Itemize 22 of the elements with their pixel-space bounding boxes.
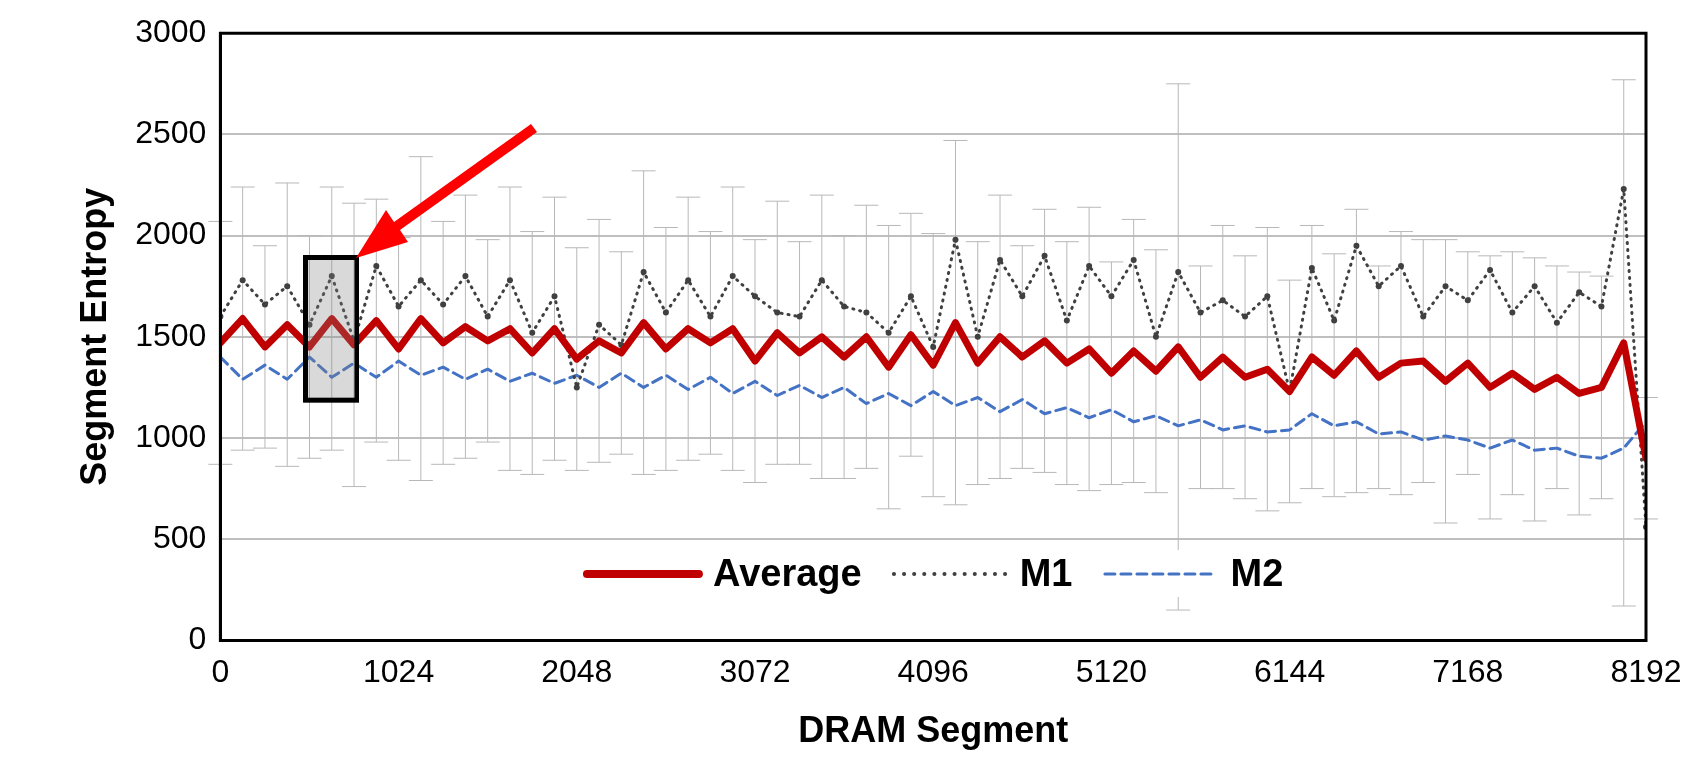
legend-label: Average <box>713 552 862 596</box>
y-tick-label: 2000 <box>135 215 207 252</box>
x-axis-title: DRAM Segment <box>798 709 1069 751</box>
y-tick-label: 1000 <box>135 417 207 454</box>
y-axis-title: Segment Entropy <box>72 187 114 486</box>
y-tick-label: 2500 <box>135 114 207 151</box>
x-tick-label: 3072 <box>719 653 791 690</box>
y-tick-label: 1500 <box>135 316 207 353</box>
legend-label: M2 <box>1230 552 1284 596</box>
legend-label: M1 <box>1019 552 1073 596</box>
x-tick-label: 5120 <box>1075 653 1147 690</box>
x-tick-label: 4096 <box>897 653 969 690</box>
x-tick-label: 1024 <box>363 653 435 690</box>
y-tick-label: 3000 <box>135 13 207 50</box>
x-tick-label: 2048 <box>541 653 613 690</box>
x-tick-label: 7168 <box>1432 653 1504 690</box>
x-tick-label: 8192 <box>1610 653 1682 690</box>
x-tick-label: 6144 <box>1254 653 1326 690</box>
y-tick-label: 0 <box>188 620 207 657</box>
line-series <box>220 355 1646 460</box>
y-tick-label: 500 <box>153 519 207 556</box>
x-tick-label: 0 <box>211 653 230 690</box>
